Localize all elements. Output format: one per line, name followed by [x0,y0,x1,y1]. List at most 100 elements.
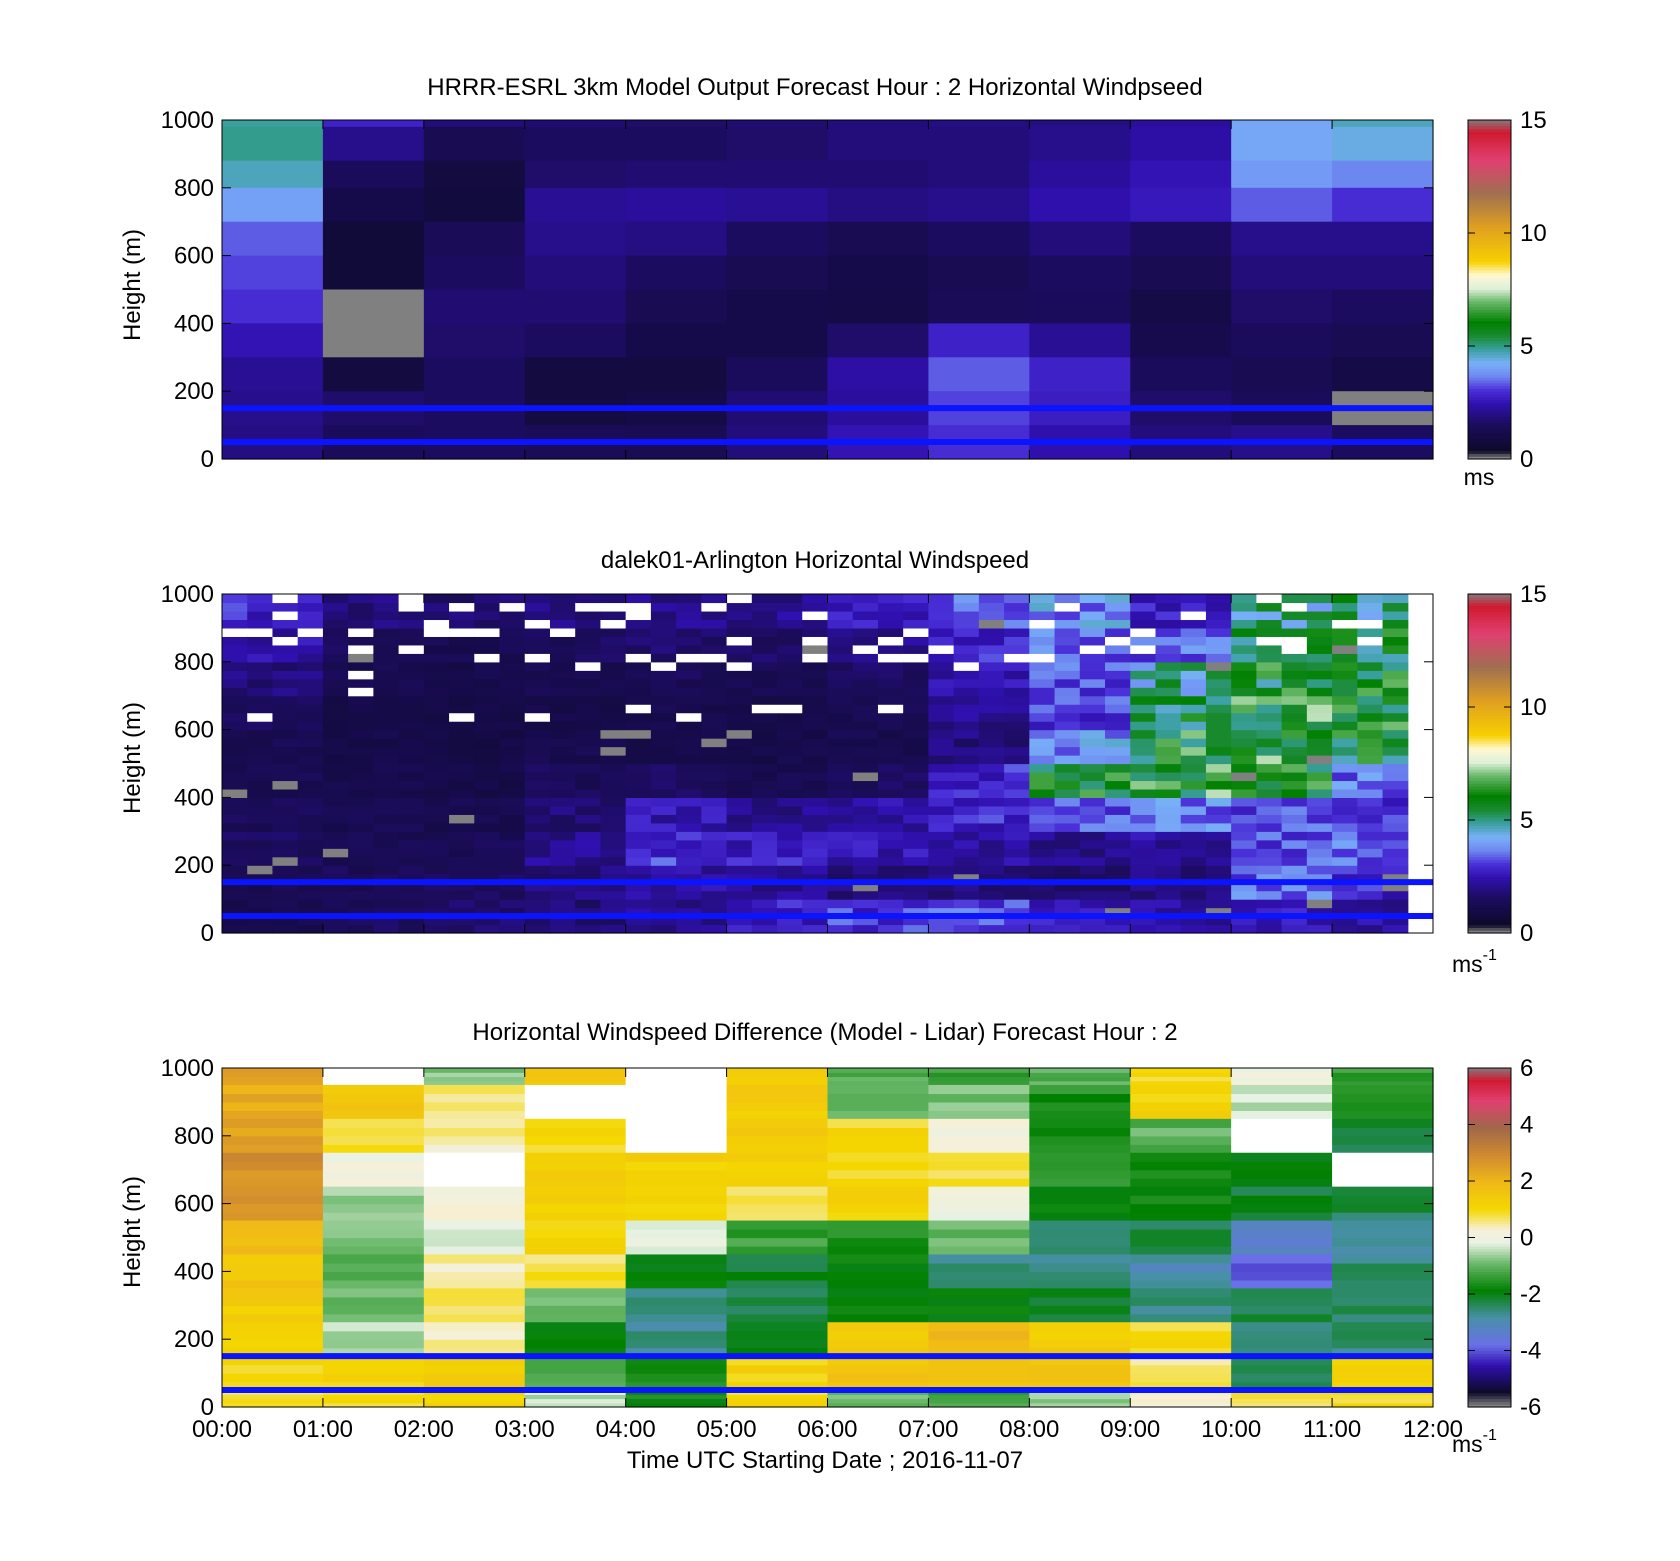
lidar-cell [322,678,349,688]
lidar-cell [1306,771,1333,782]
lidar-cell [827,670,854,680]
lidar-cell [1205,771,1232,782]
difference-cell [1130,1220,1232,1230]
lidar-cell [1054,594,1081,604]
colorbar-swatch [1468,252,1511,257]
lidar-cell [676,755,702,765]
lidar-cell [953,788,980,798]
model-cell [222,221,324,257]
colorbar-swatch [1468,1358,1511,1363]
lidar-cell [474,661,501,671]
lidar-cell [449,848,475,858]
difference-cell [1130,1305,1232,1315]
lidar-cell [903,661,930,671]
lidar-cell [524,848,551,858]
lidar-cell [449,899,475,909]
y-tick-label: 1000 [161,107,214,134]
lidar-cell [1357,738,1384,748]
lidar-cell [1004,627,1030,637]
panel-model-heatmap [221,119,1434,460]
lidar-cell [1105,848,1131,858]
lidar-cell [777,916,803,926]
lidar-cell [1054,755,1081,765]
lidar-cell [272,729,299,739]
difference-cell [524,1072,627,1078]
difference-cell [423,1237,526,1247]
lidar-cell [1130,627,1157,637]
colorbar-swatch [1468,596,1511,601]
model-cell [222,187,324,223]
lidar-cell [777,695,803,705]
lidar-cell [398,627,425,637]
lidar-cell [272,602,299,612]
lidar-cell [777,602,803,612]
lidar-cell [877,882,904,892]
difference-cell [726,1144,829,1154]
lidar-cell [1281,890,1308,900]
lidar-cell [222,670,248,680]
colorbar-tick-label: 15 [1520,581,1547,608]
lidar-cell [398,670,425,680]
lidar-cell [247,907,274,917]
lidar-cell [1357,653,1384,663]
lidar-cell [726,873,753,883]
lidar-cell [1105,771,1131,782]
lidar-cell [877,661,904,671]
lidar-cell [575,865,602,875]
lidar-cell [650,738,677,748]
difference-cell [322,1212,425,1222]
lidar-cell [549,644,576,654]
lidar-cell [877,822,904,832]
lidar-cell [1180,856,1207,866]
difference-cell [423,1203,526,1213]
lidar-cell [1382,797,1409,807]
colorbar-swatch [1468,1370,1511,1374]
lidar-cell [474,788,501,798]
lidar-cell [827,907,854,917]
lidar-cell [247,636,274,646]
lidar-cell [1029,653,1056,663]
lidar-cell [903,771,930,782]
lidar-cell [1332,907,1358,917]
lidar-cell [272,687,299,697]
difference-cell [1029,1364,1131,1374]
lidar-cell [1382,873,1409,883]
lidar-cell [1231,594,1257,604]
difference-cell [1231,1237,1333,1247]
model-cell [928,126,1030,162]
lidar-cell [423,678,450,688]
colorbar-swatch [1468,1068,1511,1072]
lidar-cell [549,619,576,629]
colorbar-swatch [1468,182,1511,186]
lidar-cell [373,907,400,917]
lidar-cell [272,788,299,798]
colorbar-swatch [1468,286,1511,291]
lidar-cell [524,610,551,621]
difference-cell [1231,1144,1333,1154]
model-cell [726,221,829,257]
lidar-cell [1155,610,1182,621]
lidar-cell [751,873,778,883]
difference-cell [222,1398,324,1404]
difference-cell [524,1313,627,1323]
lidar-cell [575,746,602,756]
difference-cell [625,1271,728,1281]
lidar-cell [1357,839,1384,849]
lidar-cell [701,678,728,688]
lidar-cell [802,704,829,714]
lidar-cell [297,610,324,621]
colorbar-swatch [1468,303,1511,308]
lidar-cell [1155,619,1182,629]
lidar-cell [1205,670,1232,680]
colorbar-swatch [1468,261,1511,265]
y-tick-label: 1000 [161,581,214,608]
model-cell [222,255,324,291]
difference-cell [423,1381,526,1391]
colorbar-swatch [1468,670,1511,674]
lidar-cell [1054,797,1081,807]
difference-cell [1130,1229,1232,1239]
difference-cell [1231,1356,1333,1366]
lidar-cell [449,755,475,765]
lidar-cell [1155,848,1182,858]
